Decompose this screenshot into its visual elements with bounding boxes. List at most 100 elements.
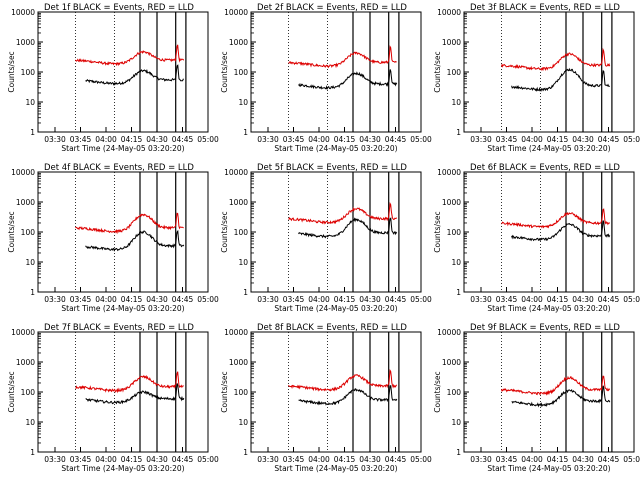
y-tick-label: 100 — [234, 388, 249, 397]
y-tick-label: 100 — [447, 68, 462, 77]
x-tick-label: 03:45 — [496, 295, 518, 304]
x-tick-label: 04:15 — [547, 135, 569, 144]
x-tick-label: 04:45 — [385, 295, 407, 304]
x-tick-label: 03:45 — [70, 455, 92, 464]
x-axis-label: Start Time (24-May-05 03:20:20) — [274, 144, 397, 153]
y-tick-label: 100 — [447, 228, 462, 237]
panel-title: Det 4f BLACK = Events, RED = LLD — [44, 163, 194, 173]
x-tick-label: 04:00 — [95, 135, 117, 144]
y-axis-label: Counts/sec — [220, 211, 229, 252]
x-tick-label: 04:15 — [334, 295, 356, 304]
x-tick-label: 05:00 — [410, 295, 432, 304]
panel-title: Det 9f BLACK = Events, RED = LLD — [470, 323, 620, 333]
y-tick-label: 10 — [238, 98, 248, 107]
x-tick-label: 04:00 — [521, 455, 543, 464]
axes-frame — [250, 11, 422, 133]
panel-5: Det 5f BLACK = Events, RED = LLD 1 10 100 10… — [220, 163, 432, 313]
y-tick-label: 1000 — [442, 38, 461, 47]
y-tick-label: 1000 — [229, 358, 248, 367]
x-tick-label: 04:00 — [95, 455, 117, 464]
x-tick-label: 04:15 — [121, 455, 143, 464]
y-tick-label: 10 — [238, 418, 248, 427]
y-tick-label: 1000 — [16, 38, 35, 47]
series-line-events — [298, 217, 398, 239]
x-tick-label: 05:00 — [197, 135, 219, 144]
x-tick-label: 04:30 — [359, 135, 381, 144]
y-tick-label: 1000 — [16, 358, 35, 367]
y-axis-label: Counts/sec — [7, 211, 16, 252]
y-axis-label: Counts/sec — [220, 371, 229, 412]
series-line-events — [85, 229, 185, 252]
y-tick-label: 100 — [234, 228, 249, 237]
series-line-events — [298, 69, 398, 90]
x-tick-label: 03:30 — [470, 135, 492, 144]
y-tick-label: 10 — [25, 258, 35, 267]
y-axis-label: Counts/sec — [7, 371, 16, 412]
x-axis-label: Start Time (24-May-05 03:20:20) — [487, 144, 610, 153]
x-tick-label: 05:00 — [623, 455, 640, 464]
x-tick-label: 04:45 — [598, 295, 620, 304]
panel-title: Det 7f BLACK = Events, RED = LLD — [44, 323, 194, 333]
series-line-events — [85, 383, 185, 405]
y-axis-label: Counts/sec — [433, 211, 442, 252]
series-line-events — [511, 385, 611, 408]
x-tick-label: 04:30 — [146, 135, 168, 144]
x-axis-label: Start Time (24-May-05 03:20:20) — [274, 464, 397, 473]
y-tick-label: 10000 — [11, 328, 35, 337]
x-tick-label: 03:45 — [70, 295, 92, 304]
series-line-lld — [500, 47, 611, 72]
panel-2: Det 2f BLACK = Events, RED = LLD 1 10 100 10… — [220, 3, 432, 153]
y-axis-label: Counts/sec — [433, 371, 442, 412]
y-tick-label: 1000 — [442, 358, 461, 367]
x-tick-label: 03:30 — [257, 455, 279, 464]
y-tick-label: 10 — [238, 258, 248, 267]
panel-7: Det 7f BLACK = Events, RED = LLD 1 10 100 10… — [7, 323, 219, 473]
series-line-lld — [75, 212, 184, 235]
axes-frame — [250, 331, 422, 453]
x-tick-label: 05:00 — [197, 295, 219, 304]
y-tick-label: 1 — [30, 128, 35, 137]
x-tick-label: 04:30 — [572, 135, 594, 144]
x-tick-label: 04:00 — [95, 295, 117, 304]
panel-6: Det 6f BLACK = Events, RED = LLD 1 10 100 10… — [433, 163, 640, 313]
y-tick-label: 100 — [21, 68, 36, 77]
x-tick-label: 05:00 — [197, 455, 219, 464]
x-tick-label: 03:30 — [44, 295, 66, 304]
axes-frame — [37, 171, 209, 293]
y-axis-label: Counts/sec — [220, 51, 229, 92]
series-line-events — [511, 220, 611, 242]
panel-title: Det 1f BLACK = Events, RED = LLD — [44, 3, 194, 13]
panel-1: Det 1f BLACK = Events, RED = LLD 1 10 100 10… — [7, 3, 219, 153]
x-axis-label: Start Time (24-May-05 03:20:20) — [61, 304, 184, 313]
x-tick-label: 04:45 — [385, 135, 407, 144]
x-tick-label: 04:45 — [172, 295, 194, 304]
x-tick-label: 03:30 — [257, 135, 279, 144]
x-tick-label: 04:15 — [547, 455, 569, 464]
axes-frame — [463, 11, 635, 133]
y-tick-label: 10 — [451, 418, 461, 427]
x-tick-label: 04:00 — [308, 455, 330, 464]
x-tick-label: 04:00 — [308, 135, 330, 144]
x-tick-label: 04:45 — [172, 455, 194, 464]
y-tick-label: 1000 — [229, 198, 248, 207]
x-tick-label: 03:30 — [44, 455, 66, 464]
x-tick-label: 03:45 — [496, 135, 518, 144]
y-tick-label: 10 — [25, 418, 35, 427]
x-tick-label: 04:00 — [308, 295, 330, 304]
panel-8: Det 8f BLACK = Events, RED = LLD 1 10 100 10… — [220, 323, 432, 473]
y-tick-label: 1 — [456, 448, 461, 457]
x-tick-label: 05:00 — [623, 295, 640, 304]
x-tick-label: 05:00 — [410, 455, 432, 464]
y-tick-label: 10000 — [437, 168, 461, 177]
series-line-lld — [288, 45, 397, 69]
x-tick-label: 03:30 — [257, 295, 279, 304]
y-tick-label: 1 — [30, 448, 35, 457]
x-tick-label: 04:15 — [547, 295, 569, 304]
series-line-lld — [288, 201, 398, 225]
x-tick-label: 04:45 — [385, 455, 407, 464]
x-tick-label: 03:45 — [283, 455, 305, 464]
series-line-events — [298, 385, 398, 406]
y-tick-label: 1 — [243, 288, 248, 297]
x-tick-label: 04:00 — [521, 135, 543, 144]
